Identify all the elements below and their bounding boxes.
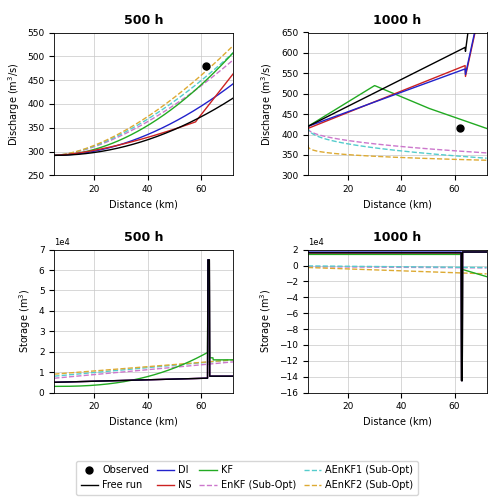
X-axis label: Distance (km): Distance (km) bbox=[109, 200, 178, 209]
Title: 1000 h: 1000 h bbox=[373, 14, 421, 27]
Y-axis label: Storage (m$^3$): Storage (m$^3$) bbox=[258, 289, 274, 353]
X-axis label: Distance (km): Distance (km) bbox=[363, 417, 432, 427]
Y-axis label: Discharge (m$^3$/s): Discharge (m$^3$/s) bbox=[260, 62, 276, 146]
X-axis label: Distance (km): Distance (km) bbox=[109, 417, 178, 427]
Title: 1000 h: 1000 h bbox=[373, 232, 421, 244]
X-axis label: Distance (km): Distance (km) bbox=[363, 200, 432, 209]
Legend: Observed, Free run, DI, NS, KF, EnKF (Sub-Opt), AEnKF1 (Sub-Opt), AEnKF2 (Sub-Op: Observed, Free run, DI, NS, KF, EnKF (Su… bbox=[76, 460, 418, 495]
Y-axis label: Discharge (m$^3$/s): Discharge (m$^3$/s) bbox=[6, 62, 22, 146]
Title: 500 h: 500 h bbox=[124, 232, 164, 244]
Y-axis label: Storage (m$^3$): Storage (m$^3$) bbox=[17, 289, 33, 353]
Title: 500 h: 500 h bbox=[124, 14, 164, 27]
